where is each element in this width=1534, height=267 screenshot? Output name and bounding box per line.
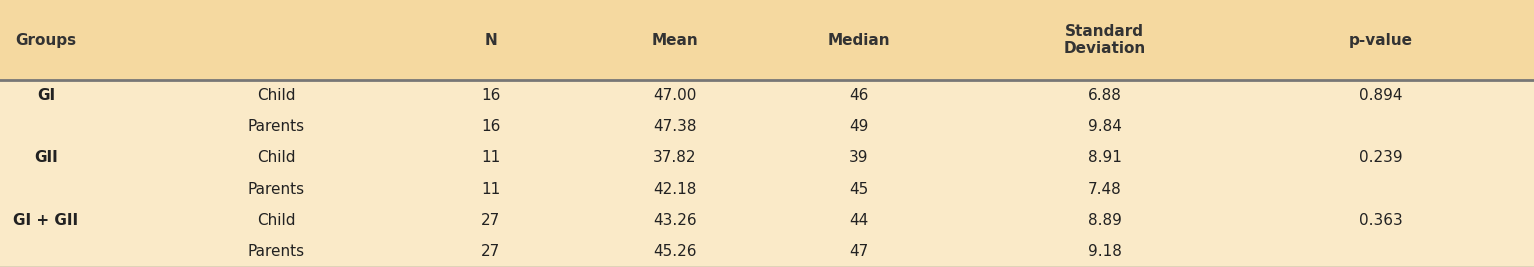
Text: GI + GII: GI + GII [14, 213, 78, 228]
Text: 0.239: 0.239 [1359, 151, 1402, 166]
Text: 45: 45 [850, 182, 868, 197]
Text: 42.18: 42.18 [653, 182, 696, 197]
Text: 9.18: 9.18 [1088, 244, 1121, 259]
Text: p-value: p-value [1348, 33, 1413, 48]
Text: 45.26: 45.26 [653, 244, 696, 259]
Text: 49: 49 [850, 119, 868, 134]
Text: Child: Child [256, 151, 296, 166]
Text: Standard
Deviation: Standard Deviation [1063, 24, 1146, 56]
Text: Median: Median [828, 33, 890, 48]
Text: Mean: Mean [652, 33, 698, 48]
Text: 8.89: 8.89 [1088, 213, 1121, 228]
Text: GI: GI [37, 88, 55, 103]
Text: 0.363: 0.363 [1359, 213, 1402, 228]
Text: 8.91: 8.91 [1088, 151, 1121, 166]
Text: Parents: Parents [247, 182, 305, 197]
Text: 47.38: 47.38 [653, 119, 696, 134]
Text: GII: GII [34, 151, 58, 166]
Text: 9.84: 9.84 [1088, 119, 1121, 134]
Text: 11: 11 [482, 151, 500, 166]
Text: Child: Child [256, 88, 296, 103]
Text: 44: 44 [850, 213, 868, 228]
Text: 0.894: 0.894 [1359, 88, 1402, 103]
Text: Groups: Groups [15, 33, 77, 48]
Text: 37.82: 37.82 [653, 151, 696, 166]
Text: 47: 47 [850, 244, 868, 259]
Text: 11: 11 [482, 182, 500, 197]
Text: Parents: Parents [247, 119, 305, 134]
Text: 46: 46 [850, 88, 868, 103]
Text: 27: 27 [482, 213, 500, 228]
Text: 43.26: 43.26 [653, 213, 696, 228]
Text: Child: Child [256, 213, 296, 228]
Text: 6.88: 6.88 [1088, 88, 1121, 103]
Text: N: N [485, 33, 497, 48]
Bar [0, 0, 1534, 80]
Text: 27: 27 [482, 244, 500, 259]
Text: 39: 39 [850, 151, 868, 166]
Text: Parents: Parents [247, 244, 305, 259]
Text: 16: 16 [482, 88, 500, 103]
Text: 16: 16 [482, 119, 500, 134]
Text: 47.00: 47.00 [653, 88, 696, 103]
Text: 7.48: 7.48 [1088, 182, 1121, 197]
